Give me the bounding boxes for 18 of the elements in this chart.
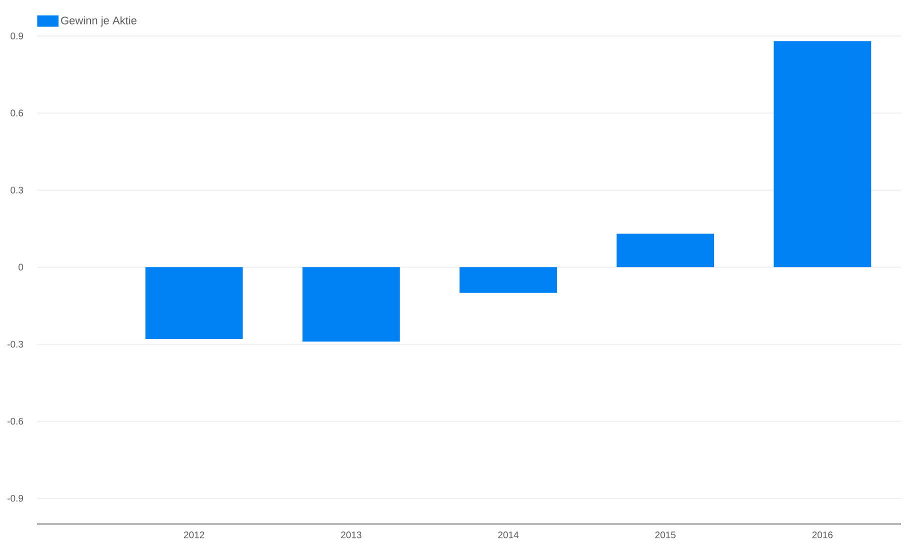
x-tick-label: 2014 xyxy=(498,532,519,538)
y-tick-label: 0 xyxy=(18,264,24,271)
x-tick-label: 2015 xyxy=(655,532,676,538)
bar xyxy=(302,267,400,342)
y-tick-label: 0.9 xyxy=(10,32,24,40)
x-tick-label: 2013 xyxy=(341,532,362,538)
bar xyxy=(460,267,557,293)
x-tick-label: 2012 xyxy=(184,532,204,538)
bar xyxy=(774,41,872,268)
y-tick-label: 0.3 xyxy=(10,186,24,194)
y-tick-label: 0.6 xyxy=(10,110,24,116)
y-tick-label: -0.3 xyxy=(8,340,24,348)
x-tick-label: 2016 xyxy=(812,532,833,538)
bar xyxy=(145,267,243,340)
y-tick-label: -0.6 xyxy=(8,418,24,425)
legend-label: Gewinn je Aktie xyxy=(61,16,136,27)
y-tick-label: -0.9 xyxy=(8,494,24,502)
bar xyxy=(616,234,714,268)
